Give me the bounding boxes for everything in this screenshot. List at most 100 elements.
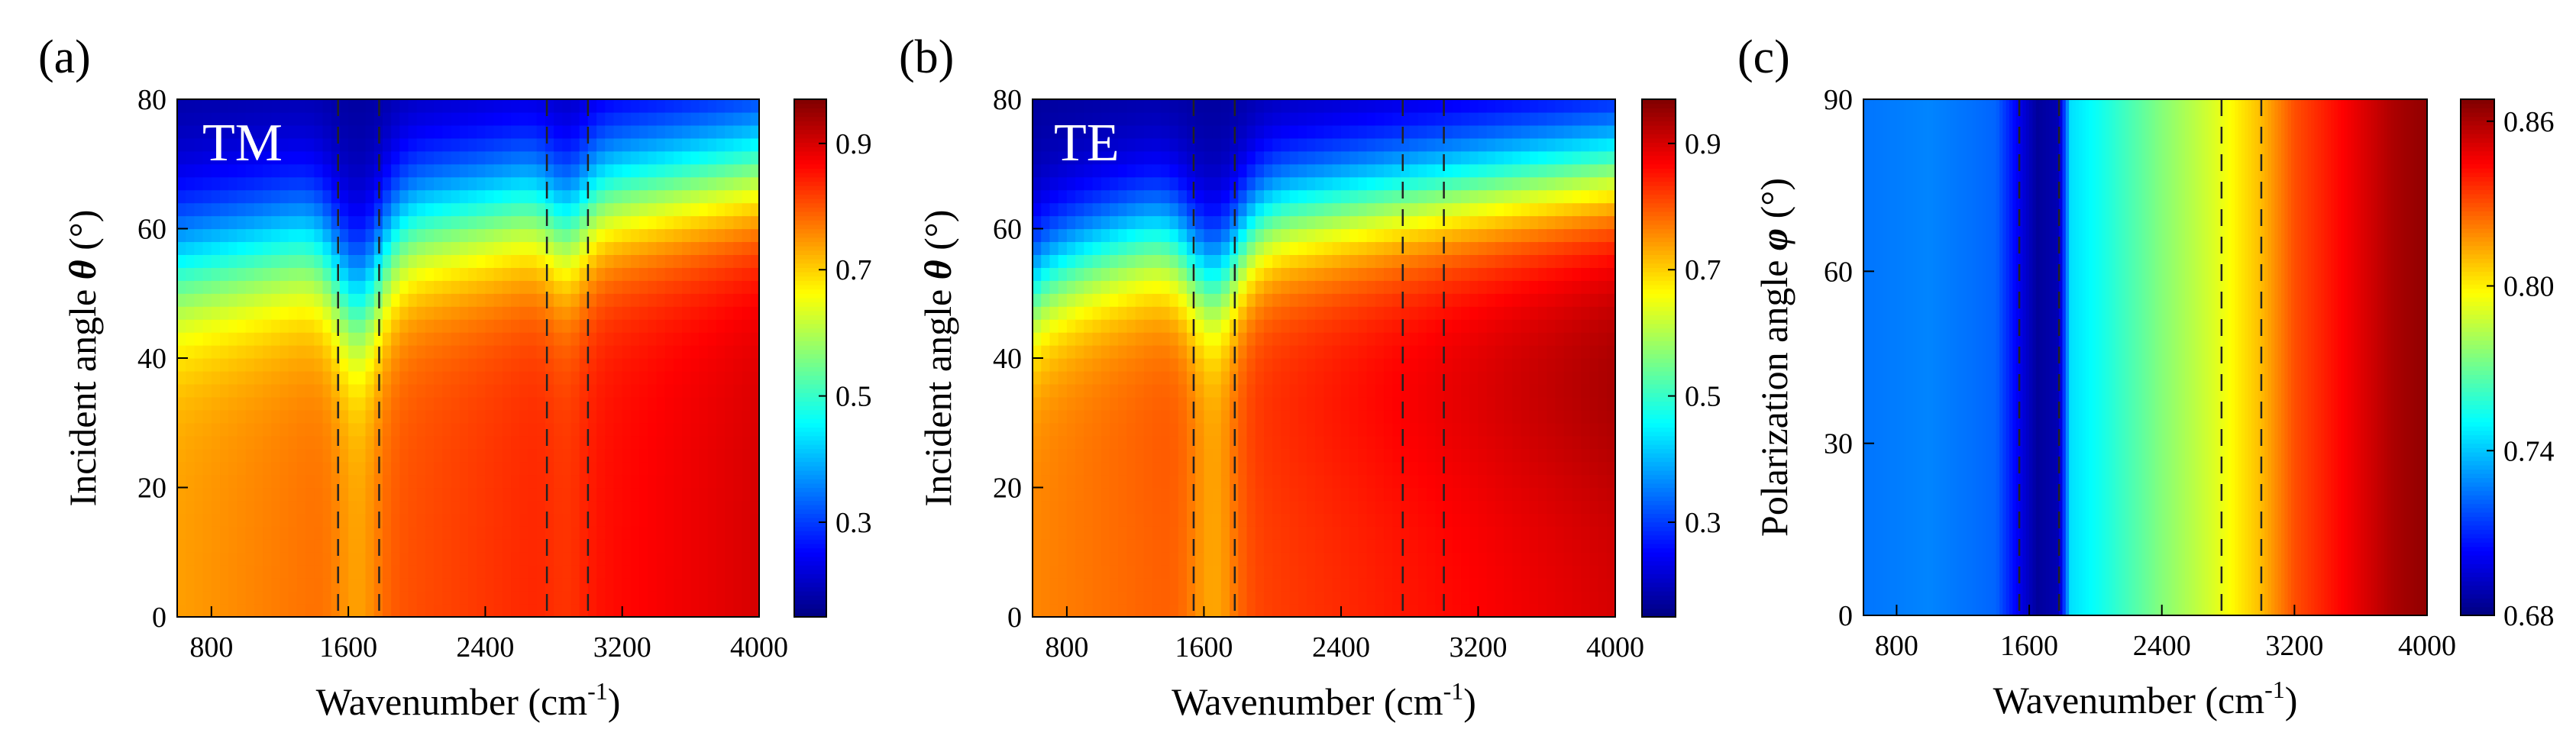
heatmap-cell xyxy=(579,228,589,243)
heatmap-cell xyxy=(1092,435,1102,450)
heatmap-cell xyxy=(202,241,212,255)
heatmap-cell xyxy=(348,396,357,411)
heatmap-cell xyxy=(1427,474,1436,489)
heatmap-cell xyxy=(1058,370,1068,385)
heatmap-cell xyxy=(1263,578,1273,592)
heatmap-cell xyxy=(1238,409,1248,424)
heatmap-cell xyxy=(1315,461,1325,476)
heatmap-cell xyxy=(519,150,529,165)
heatmap-cell xyxy=(382,578,392,592)
heatmap-cell xyxy=(357,137,367,152)
heatmap-cell xyxy=(391,124,400,139)
heatmap-cell xyxy=(382,474,392,489)
heatmap-cell xyxy=(477,396,486,411)
heatmap-cell xyxy=(1220,565,1230,579)
heatmap-cell xyxy=(263,124,272,139)
heatmap-cell xyxy=(1066,383,1076,398)
heatmap-cell xyxy=(1281,254,1291,268)
heatmap-cell xyxy=(716,500,726,514)
heatmap-cell xyxy=(1392,332,1402,346)
heatmap-cell xyxy=(511,552,520,566)
heatmap-cell xyxy=(288,409,298,424)
heatmap-cell xyxy=(1452,124,1462,139)
heatmap-cell xyxy=(1375,409,1385,424)
heatmap-cell xyxy=(1298,137,1307,152)
heatmap-cell xyxy=(1298,604,1307,618)
heatmap-cell xyxy=(690,254,700,268)
heatmap-cell xyxy=(1109,526,1119,540)
heatmap-cell xyxy=(699,137,709,152)
heatmap-cell xyxy=(1324,435,1333,450)
heatmap-cell xyxy=(1409,163,1419,178)
heatmap-cell xyxy=(493,137,503,152)
heatmap-cell xyxy=(1427,539,1436,553)
heatmap-cell xyxy=(1315,163,1325,178)
heatmap-cell xyxy=(1289,228,1299,243)
heatmap-cell xyxy=(1033,137,1042,152)
heatmap-cell xyxy=(1349,422,1359,437)
heatmap-cell xyxy=(1161,565,1171,579)
heatmap-cell xyxy=(1366,513,1376,527)
heatmap-cell xyxy=(468,578,477,592)
heatmap-cell xyxy=(477,228,486,243)
heatmap-cell xyxy=(1289,396,1299,411)
heatmap-cell xyxy=(271,163,281,178)
heatmap-cell xyxy=(554,111,563,126)
heatmap-cell xyxy=(280,370,289,385)
heatmap-cell xyxy=(1186,370,1196,385)
heatmap-cell xyxy=(1324,267,1333,281)
heatmap-cell xyxy=(1384,358,1393,372)
heatmap-cell xyxy=(1126,137,1136,152)
heatmap-cell xyxy=(1340,370,1350,385)
heatmap-cell xyxy=(596,332,606,346)
colorbar-segment xyxy=(794,134,826,139)
heatmap-cell xyxy=(296,254,306,268)
heatmap-cell xyxy=(339,358,349,372)
heatmap-cell xyxy=(630,487,640,502)
heatmap-cell xyxy=(434,163,443,178)
heatmap-cell xyxy=(485,202,495,217)
heatmap-cell xyxy=(399,526,409,540)
heatmap-cell xyxy=(1058,202,1068,217)
heatmap-cell xyxy=(545,578,554,592)
heatmap-cell xyxy=(1340,150,1350,165)
heatmap-cell xyxy=(1315,267,1325,281)
heatmap-cell xyxy=(451,370,461,385)
heatmap-cell xyxy=(468,111,477,126)
heatmap-cell xyxy=(1307,293,1316,307)
heatmap-cell xyxy=(459,370,469,385)
heatmap-cell xyxy=(1427,578,1436,592)
heatmap-cell xyxy=(596,461,606,476)
heatmap-cell xyxy=(485,526,495,540)
heatmap-cell xyxy=(434,461,443,476)
heatmap-cell xyxy=(596,137,606,152)
heatmap-cell xyxy=(1152,202,1162,217)
heatmap-cell xyxy=(1220,370,1230,385)
heatmap-cell xyxy=(1161,124,1171,139)
heatmap-cell xyxy=(186,604,196,618)
heatmap-cell xyxy=(348,539,357,553)
heatmap-cell xyxy=(459,99,469,113)
heatmap-cell xyxy=(194,474,204,489)
heatmap-cell xyxy=(1384,228,1393,243)
heatmap-cell xyxy=(656,539,666,553)
heatmap-cell xyxy=(742,254,751,268)
heatmap-cell xyxy=(605,111,615,126)
heatmap-cell xyxy=(1272,345,1282,359)
heatmap-cell xyxy=(690,500,700,514)
heatmap-cell xyxy=(263,241,272,255)
heatmap-cell xyxy=(1049,383,1059,398)
heatmap-cell xyxy=(1469,448,1479,463)
heatmap-cell xyxy=(220,383,229,398)
heatmap-cell xyxy=(1092,293,1102,307)
heatmap-cell xyxy=(237,254,247,268)
heatmap-cell xyxy=(1324,383,1333,398)
heatmap-cell xyxy=(1478,565,1488,579)
heatmap-cell xyxy=(1066,422,1076,437)
heatmap-cell xyxy=(528,241,538,255)
heatmap-cell xyxy=(1152,474,1162,489)
heatmap-cell xyxy=(1220,435,1230,450)
heatmap-cell xyxy=(1246,435,1256,450)
heatmap-cell xyxy=(1220,345,1230,359)
heatmap-cell xyxy=(1101,280,1110,294)
